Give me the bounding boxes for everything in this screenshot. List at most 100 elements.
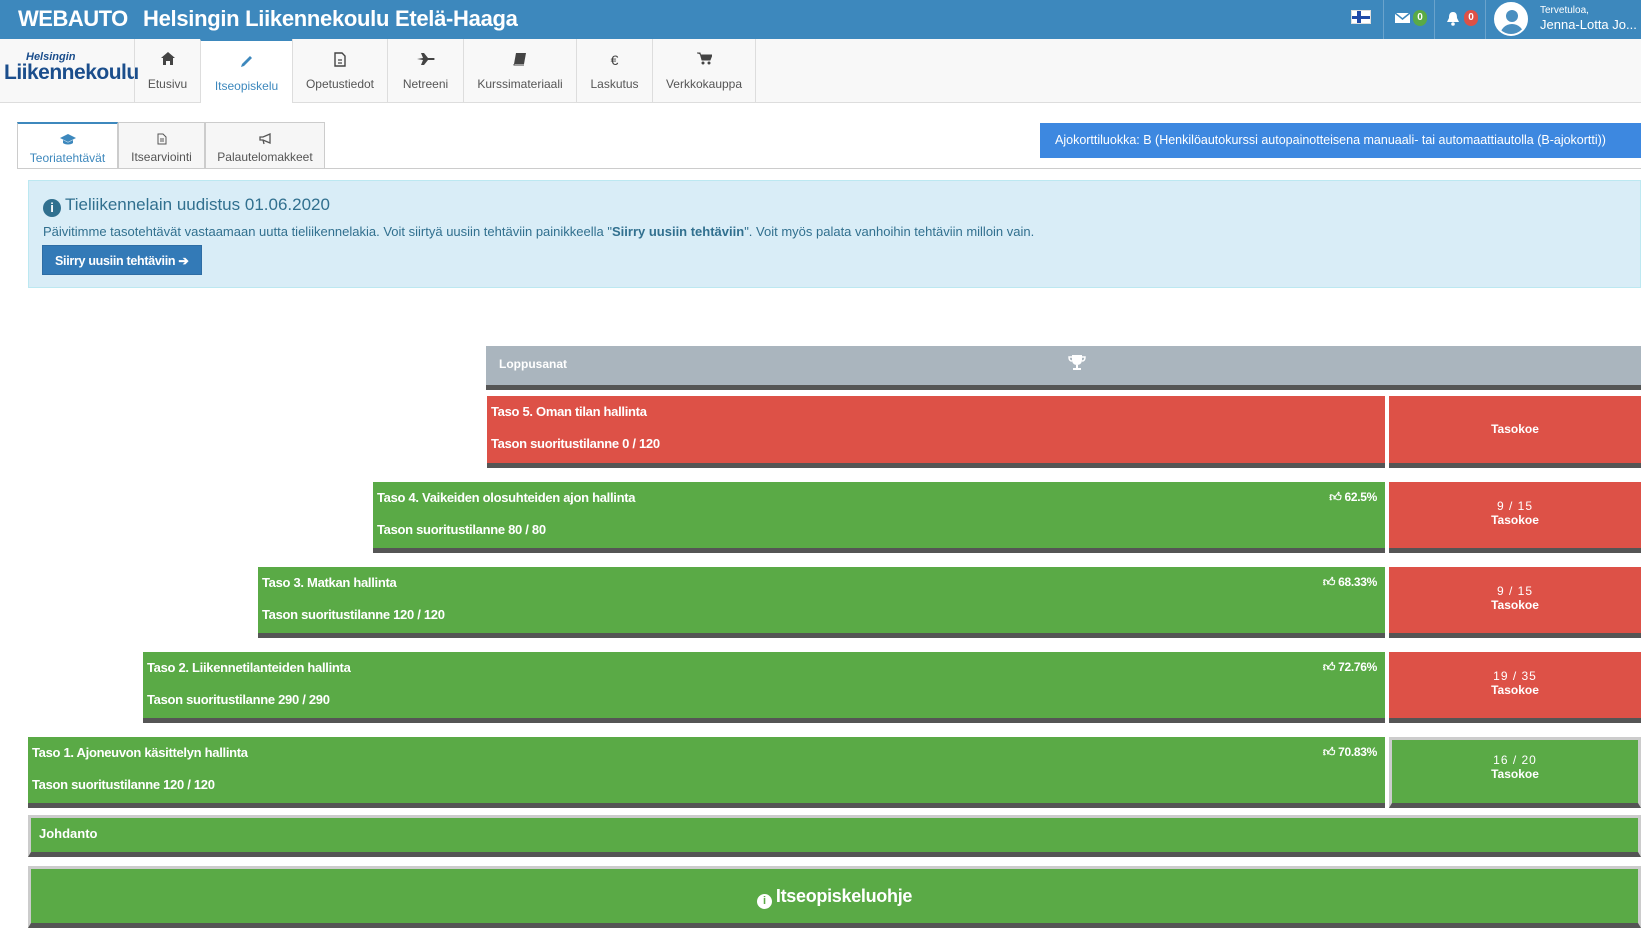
brand-name[interactable]: WEBAUTO	[18, 6, 128, 31]
percent-value: 70.83%	[1338, 745, 1377, 759]
cart-icon	[653, 52, 755, 68]
level-progress: Tason suoritustilanne 120 / 120	[262, 607, 445, 622]
nav-kurssimateriaali[interactable]: Kurssimateriaali	[463, 39, 576, 103]
nav-label: Etusivu	[147, 77, 188, 91]
test-count: 16 / 20	[1493, 753, 1537, 767]
envelope-icon[interactable]	[1394, 11, 1411, 27]
new-tasks-button[interactable]: Siirry uusiin tehtäviin ➔	[42, 245, 202, 275]
book-icon	[464, 52, 576, 68]
thumbs-up-icon: 👍︎	[1329, 490, 1345, 504]
school-logo[interactable]: Helsingin Liikennekoulu	[4, 51, 139, 85]
finnish-flag-icon[interactable]	[1351, 10, 1371, 24]
nav-label: Itseopiskelu	[214, 79, 279, 93]
level-2-test[interactable]: 19 / 35 Tasokoe	[1389, 652, 1641, 723]
thumbs-up-icon: 👍︎	[1322, 575, 1339, 589]
plane-icon	[388, 52, 463, 68]
level-percent: 👍︎ 70.83%	[1323, 745, 1377, 760]
level-percent: 👍︎ 72.76%	[1323, 660, 1377, 675]
alert-title-text: Tieliikennelain uudistus 01.06.2020	[65, 195, 330, 214]
euro-icon: €	[610, 52, 619, 68]
final-words-label: Loppusanat	[499, 357, 567, 371]
level-5-block[interactable]: Taso 5. Oman tilan hallinta Tason suorit…	[487, 396, 1385, 468]
info-alert: i Tieliikennelain uudistus 01.06.2020 Päi…	[28, 180, 1641, 288]
test-count: 9 / 15	[1496, 499, 1534, 513]
intro-label: Johdanto	[39, 826, 98, 841]
nav-label: Opetustiedot	[305, 77, 375, 91]
test-count: 19 / 35	[1493, 669, 1537, 683]
level-3-test[interactable]: 9 / 15 Tasokoe	[1389, 567, 1641, 638]
notifications-badge[interactable]: 0	[1464, 10, 1478, 26]
tab-palautelomakkeet[interactable]: Palautelomakkeet	[205, 122, 325, 168]
intro-block[interactable]: Johdanto	[28, 815, 1641, 857]
megaphone-icon	[206, 133, 324, 147]
tab-itsearviointi[interactable]: Itsearviointi	[118, 122, 205, 168]
thumbs-up-icon: 👍︎	[1322, 745, 1339, 759]
info-icon: i	[43, 199, 61, 217]
top-bar: WEBAUTO Helsingin Liikennekoulu Etelä-Ha…	[0, 0, 1641, 39]
level-5-test[interactable]: Tasokoe	[1389, 396, 1641, 468]
level-4-block[interactable]: Taso 4. Vaikeiden olosuhteiden ajon hall…	[373, 482, 1385, 553]
divider	[17, 168, 1641, 169]
user-menu[interactable]: Jenna-Lotta Jo...	[1540, 17, 1637, 32]
document-icon	[293, 52, 387, 68]
test-label: Tasokoe	[1491, 683, 1539, 697]
test-label: Tasokoe	[1491, 767, 1539, 781]
pencil-icon	[201, 54, 292, 70]
file-icon	[119, 133, 204, 147]
percent-value: 68.33%	[1338, 575, 1377, 589]
nav-verkkokauppa[interactable]: Verkkokauppa	[652, 39, 756, 103]
test-count: 9 / 15	[1496, 584, 1534, 598]
nav-label: Laskutus	[590, 77, 639, 91]
percent-value: 62.5%	[1344, 490, 1377, 504]
test-label: Tasokoe	[1491, 422, 1539, 436]
bell-icon[interactable]	[1446, 11, 1460, 29]
guide-label: Itseopiskeluohje	[775, 886, 913, 906]
divider	[1434, 0, 1435, 39]
self-study-guide-button[interactable]: i Itseopiskeluohje	[28, 866, 1641, 928]
level-title: Taso 1. Ajoneuvon käsittelyn hallinta	[32, 745, 248, 760]
level-4-test[interactable]: 9 / 15 Tasokoe	[1389, 482, 1641, 553]
test-label: Tasokoe	[1491, 513, 1539, 527]
nav-etusivu[interactable]: Etusivu	[134, 39, 200, 103]
licence-class-selector[interactable]: Ajokorttiluokka: B (Henkilöautokurssi au…	[1040, 123, 1641, 158]
nav-label: Kurssimateriaali	[477, 77, 563, 91]
home-icon	[135, 52, 200, 68]
nav-laskutus[interactable]: € Laskutus	[576, 39, 652, 103]
main-nav: Helsingin Liikennekoulu Etusivu Itseopis…	[0, 39, 1641, 103]
nav-opetustiedot[interactable]: Opetustiedot	[292, 39, 387, 103]
thumbs-up-icon: 👍︎	[1322, 660, 1339, 674]
nav-netreeni[interactable]: Netreeni	[387, 39, 463, 103]
alert-text-part: Päivitimme tasotehtävät vastaamaan uutta…	[43, 224, 612, 239]
tab-label: Teoriatehtävät	[29, 151, 106, 165]
welcome-text: Tervetuloa,	[1540, 5, 1589, 16]
messages-badge[interactable]: 0	[1413, 10, 1427, 26]
level-2-block[interactable]: Taso 2. Liikennetilanteiden hallinta 👍︎ …	[143, 652, 1385, 723]
logo-big-text: Liikennekoulu	[4, 61, 139, 84]
nav-label: Netreeni	[402, 77, 449, 91]
school-name: Helsingin Liikennekoulu Etelä-Haaga	[143, 6, 518, 31]
level-1-test[interactable]: 16 / 20 Tasokoe	[1389, 737, 1641, 808]
level-3-block[interactable]: Taso 3. Matkan hallinta 👍︎ 68.33% Tason …	[258, 567, 1385, 638]
level-progress: Tason suoritustilanne 290 / 290	[147, 692, 330, 707]
info-icon: i	[756, 894, 772, 909]
tab-label: Itsearviointi	[131, 150, 192, 164]
tab-teoriatehtavat[interactable]: Teoriatehtävät	[17, 122, 118, 168]
level-percent: 👍︎ 62.5%	[1329, 490, 1377, 505]
level-progress: Tason suoritustilanne 80 / 80	[377, 522, 546, 537]
level-1-block[interactable]: Taso 1. Ajoneuvon käsittelyn hallinta 👍︎…	[28, 737, 1385, 808]
divider	[1485, 0, 1486, 39]
nav-label: Verkkokauppa	[665, 77, 743, 91]
tab-label: Palautelomakkeet	[217, 150, 313, 164]
alert-text-part: ". Voit myös palata vanhoihin tehtäviin …	[744, 224, 1035, 239]
divider	[1383, 0, 1384, 39]
level-title: Taso 4. Vaikeiden olosuhteiden ajon hall…	[377, 490, 636, 505]
final-words-block[interactable]: Loppusanat	[486, 346, 1641, 390]
level-title: Taso 2. Liikennetilanteiden hallinta	[147, 660, 351, 675]
logo-small-text: Helsingin	[26, 51, 76, 63]
alert-text: Päivitimme tasotehtävät vastaamaan uutta…	[43, 224, 1034, 239]
avatar[interactable]	[1494, 2, 1528, 36]
alert-title: i Tieliikennelain uudistus 01.06.2020	[43, 195, 330, 217]
nav-itseopiskelu[interactable]: Itseopiskelu	[200, 39, 292, 103]
alert-text-bold: Siirry uusiin tehtäviin	[611, 224, 745, 239]
graduation-cap-icon	[18, 134, 117, 148]
